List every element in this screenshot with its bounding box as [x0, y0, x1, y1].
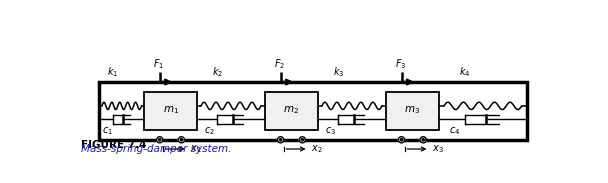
- Text: $m_3$: $m_3$: [404, 104, 421, 116]
- Polygon shape: [420, 137, 426, 143]
- Text: $k_{2}$: $k_{2}$: [212, 65, 223, 79]
- FancyBboxPatch shape: [386, 92, 439, 130]
- Text: $c_{3}$: $c_{3}$: [325, 125, 336, 137]
- Text: $m_1$: $m_1$: [162, 104, 179, 116]
- Text: $c_{4}$: $c_{4}$: [449, 125, 460, 137]
- Text: $m_2$: $m_2$: [283, 104, 299, 116]
- Text: Mass-spring-damper system.: Mass-spring-damper system.: [81, 144, 232, 154]
- Text: $x_{2}$: $x_{2}$: [311, 143, 322, 155]
- Polygon shape: [400, 139, 402, 141]
- Polygon shape: [398, 137, 404, 143]
- Text: FIGURE 7.4: FIGURE 7.4: [81, 140, 147, 150]
- Polygon shape: [422, 139, 424, 141]
- Text: $k_{1}$: $k_{1}$: [107, 65, 119, 79]
- Text: $x_{1}$: $x_{1}$: [190, 143, 202, 155]
- Text: $F_{2}$: $F_{2}$: [274, 57, 285, 71]
- Polygon shape: [159, 139, 161, 141]
- Text: $c_{2}$: $c_{2}$: [204, 125, 215, 137]
- FancyBboxPatch shape: [144, 92, 197, 130]
- Polygon shape: [299, 137, 305, 143]
- Polygon shape: [157, 137, 163, 143]
- FancyBboxPatch shape: [265, 92, 318, 130]
- Polygon shape: [180, 139, 182, 141]
- Polygon shape: [178, 137, 184, 143]
- Text: $k_{3}$: $k_{3}$: [333, 65, 344, 79]
- Polygon shape: [280, 139, 282, 141]
- Text: $F_{1}$: $F_{1}$: [153, 57, 165, 71]
- Text: $x_{3}$: $x_{3}$: [432, 143, 443, 155]
- Text: $F_{3}$: $F_{3}$: [395, 57, 406, 71]
- Polygon shape: [277, 137, 284, 143]
- Text: $c_{1}$: $c_{1}$: [102, 125, 113, 137]
- Text: $k_{4}$: $k_{4}$: [460, 65, 471, 79]
- Polygon shape: [301, 139, 303, 141]
